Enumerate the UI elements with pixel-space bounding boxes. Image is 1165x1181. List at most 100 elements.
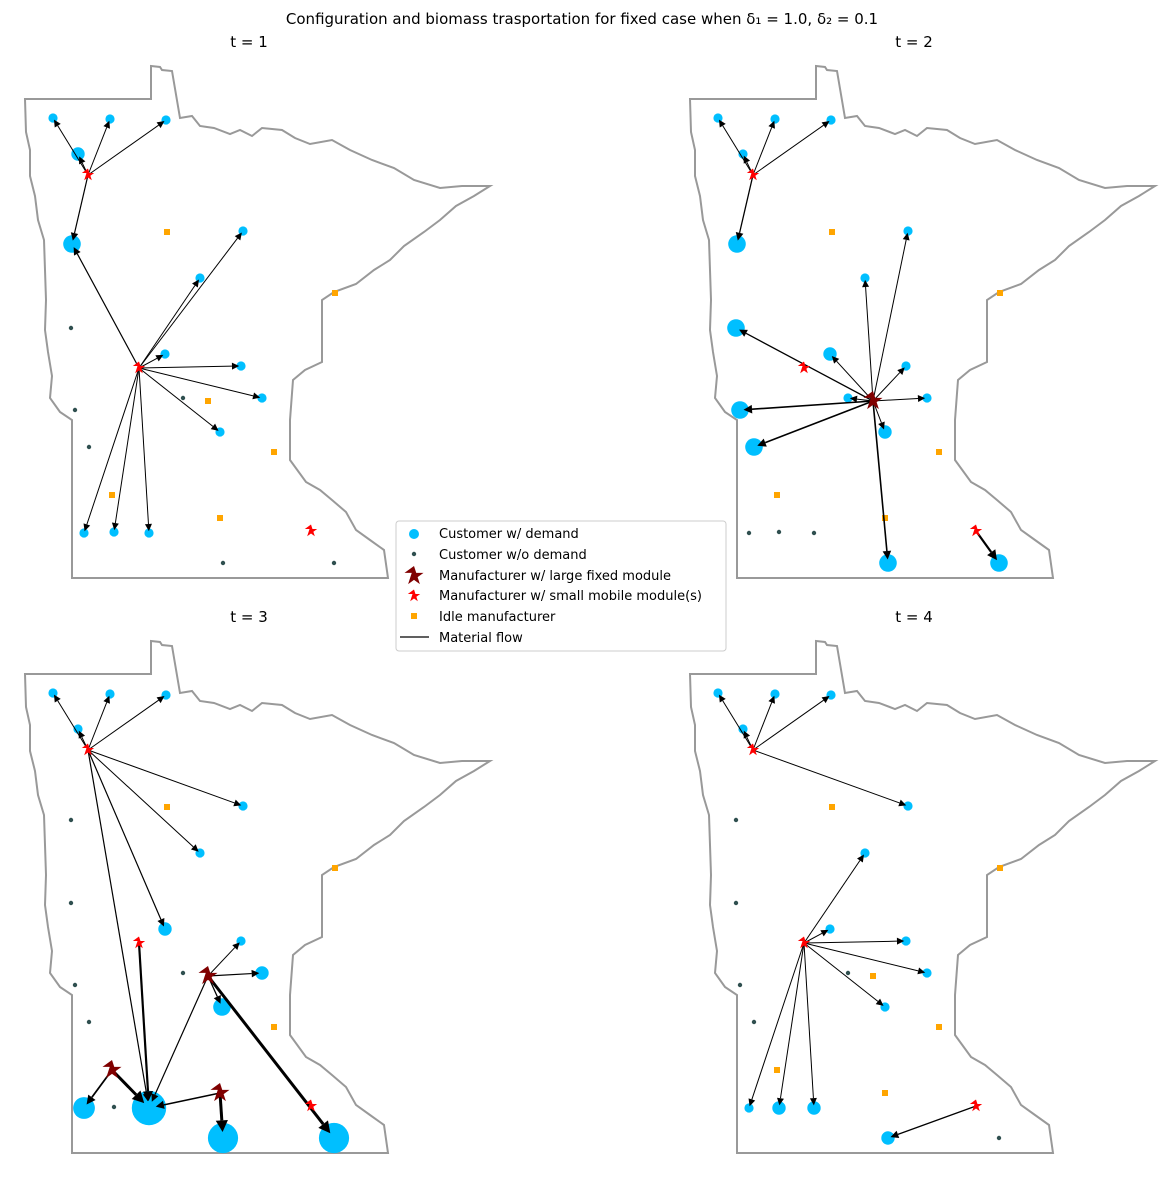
customer-demand-point xyxy=(73,724,83,734)
material-flow-arrowhead xyxy=(151,1093,159,1102)
small-mobile-manufacturer-point xyxy=(969,1099,983,1112)
material-flow-line xyxy=(872,372,901,402)
idle-manufacturer-point xyxy=(774,1067,780,1073)
material-flow-arrowhead xyxy=(78,730,86,739)
material-flow-arrowhead xyxy=(142,1091,154,1102)
customer-demand-point xyxy=(79,528,89,538)
idle-manufacturer-point xyxy=(774,492,780,498)
material-flow-arrowhead xyxy=(213,995,221,1004)
customer-demand-point xyxy=(744,1103,754,1113)
material-flow-arrowhead xyxy=(897,367,905,375)
customer-no-demand-point xyxy=(86,1019,92,1025)
material-flow-line xyxy=(779,942,805,1099)
material-flow-arrowhead xyxy=(743,730,751,739)
material-flow-arrowhead xyxy=(743,155,751,164)
material-flow-line xyxy=(752,699,824,751)
idle-manufacturer-point xyxy=(936,449,942,455)
material-flow-line xyxy=(836,360,874,402)
material-flow-arrowhead xyxy=(156,121,165,129)
material-flow-line xyxy=(803,942,814,1099)
material-flow-arrowhead xyxy=(73,247,81,256)
material-flow-arrowhead xyxy=(79,156,86,165)
material-flow-line xyxy=(154,975,209,1095)
idle-manufacturer-point xyxy=(332,290,338,296)
material-flow-arrowhead xyxy=(768,695,775,704)
customer-demand-point xyxy=(738,724,748,734)
customer-demand-point xyxy=(213,998,231,1016)
material-flow-line xyxy=(137,942,150,1092)
customer-no-demand-point xyxy=(996,1135,1002,1141)
idle-manufacturer-point xyxy=(205,398,211,404)
material-flow-arrowhead xyxy=(83,523,91,532)
material-flow-line xyxy=(738,174,754,234)
material-flow-arrowhead xyxy=(70,232,79,241)
customer-no-demand-point xyxy=(331,560,337,566)
customer-demand-point xyxy=(903,801,913,811)
material-flow-arrowhead xyxy=(111,522,119,531)
idle-manufacturer-point xyxy=(882,1090,888,1096)
customer-demand-point xyxy=(728,235,746,253)
material-flow-line xyxy=(865,286,874,402)
material-flow-arrowhead xyxy=(878,421,885,430)
suptitle: Configuration and biomass trasportation … xyxy=(286,10,878,28)
customer-no-demand-point xyxy=(811,530,817,536)
customer-demand-point xyxy=(160,349,170,359)
material-flow-line xyxy=(752,124,824,176)
customer-demand-point xyxy=(878,425,892,439)
material-flow-line xyxy=(73,174,89,234)
small-mobile-manufacturer-point xyxy=(304,524,318,537)
legend-label: Manufacturer w/ small mobile module(s) xyxy=(439,589,702,604)
material-flow-arrowhead xyxy=(890,1130,900,1139)
idle-manufacturer-point xyxy=(164,804,170,810)
material-flow-line xyxy=(138,367,149,525)
material-flow-arrowhead xyxy=(735,232,744,241)
customer-demand-point xyxy=(807,1101,821,1115)
customer-demand-point xyxy=(922,968,932,978)
idle-manufacturer-point xyxy=(936,1024,942,1030)
idle-manufacturer-point xyxy=(870,973,876,979)
panel-title: t = 2 xyxy=(895,33,933,51)
material-flow-line xyxy=(87,699,159,751)
idle-manufacturer-point xyxy=(332,865,338,871)
material-flow-arrowhead xyxy=(875,998,884,1006)
idle-manufacturer-point xyxy=(217,515,223,521)
legend-label: Customer w/o demand xyxy=(439,548,587,563)
material-flow-line xyxy=(86,367,140,525)
small-mobile-manufacturer-point xyxy=(746,168,760,181)
material-flow-line xyxy=(87,749,148,1094)
material-flow-arrowhead xyxy=(232,942,240,950)
material-flow-line xyxy=(745,332,874,402)
material-flow-arrowhead xyxy=(821,696,830,704)
customer-no-demand-point xyxy=(845,970,851,976)
customer-demand-point xyxy=(843,393,853,403)
material-flow-arrowhead xyxy=(251,969,260,978)
idle-manufacturer-point xyxy=(271,449,277,455)
material-flow-line xyxy=(218,1092,224,1121)
small-mobile-manufacturer-point xyxy=(969,524,983,537)
material-flow-arrowhead xyxy=(144,523,152,532)
material-flow-arrowhead xyxy=(917,395,926,402)
material-flow-arrowhead xyxy=(862,279,870,288)
customer-demand-point xyxy=(731,401,749,419)
customer-demand-point xyxy=(903,226,913,236)
material-flow-arrowhead xyxy=(103,695,110,704)
material-flow-line xyxy=(57,125,89,176)
idle-manufacturer-point xyxy=(997,290,1003,296)
legend-marker-idle xyxy=(411,613,417,619)
legend-label: Customer w/ demand xyxy=(439,527,579,542)
panel-t3: t = 3 xyxy=(24,608,491,1154)
customer-demand-point xyxy=(770,689,780,699)
material-flow-line xyxy=(872,398,919,402)
material-flow-line xyxy=(57,700,89,751)
material-flow-arrowhead xyxy=(743,404,753,414)
customer-demand-point xyxy=(144,528,154,538)
idle-manufacturer-point xyxy=(271,1024,277,1030)
customer-demand-point xyxy=(109,527,119,537)
customer-no-demand-point xyxy=(72,982,78,988)
material-flow-line xyxy=(87,702,108,751)
material-flow-arrowhead xyxy=(882,550,892,560)
material-flow-line xyxy=(752,127,773,176)
material-flow-arrowhead xyxy=(748,1098,756,1107)
customer-demand-point xyxy=(713,688,723,698)
customer-demand-point xyxy=(238,801,248,811)
